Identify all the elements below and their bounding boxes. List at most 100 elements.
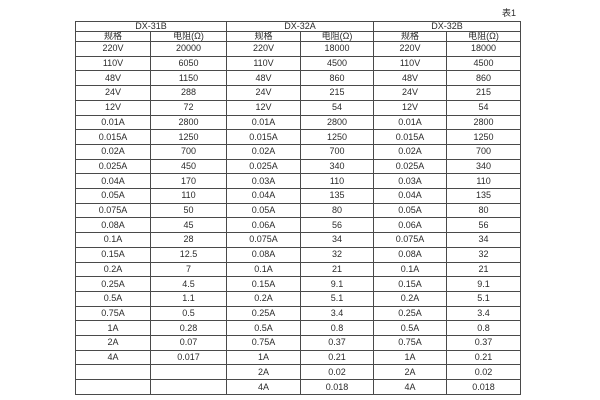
table-cell: 220V xyxy=(373,41,448,57)
column-header-row: 规格 电阻(Ω) 规格 电阻(Ω) 规格 电阻(Ω) xyxy=(75,31,522,42)
table-row: 0.5A 1.1 0.2A 5.1 0.2A 5.1 xyxy=(75,290,522,307)
table-row: 220V 20000 220V 18000 220V 18000 xyxy=(75,41,522,57)
table-cell: 0.5A xyxy=(75,290,151,307)
table-cell: 12V xyxy=(226,99,302,116)
table-cell: 215 xyxy=(446,85,522,101)
table-cell: 18000 xyxy=(446,41,522,57)
table-cell: 6050 xyxy=(149,55,228,72)
table-row: 12V 72 12V 54 12V 54 xyxy=(75,99,522,116)
table-cell: 9.1 xyxy=(300,276,375,292)
spec-column-header: 规格 xyxy=(373,31,448,42)
table-cell: 0.05A xyxy=(75,188,151,204)
table-cell: 4A xyxy=(373,379,448,395)
table-cell: 0.37 xyxy=(300,335,375,351)
table-cell: 1250 xyxy=(446,129,522,145)
resistance-table: DX-31B DX-32A DX-32B 规格 电阻(Ω) 规格 电阻(Ω) 规… xyxy=(74,21,522,395)
table-row: 0.025A 450 0.025A 340 0.025A 340 xyxy=(75,158,522,175)
table-cell: 0.15A xyxy=(226,276,302,292)
group-header-row: DX-31B DX-32A DX-32B xyxy=(74,21,522,32)
table-cell: 0.25A xyxy=(75,276,151,292)
table-cell xyxy=(149,364,228,381)
table-cell: 135 xyxy=(300,188,375,204)
table-cell: 24V xyxy=(226,85,302,101)
table-cell: 0.025A xyxy=(226,158,302,175)
table-cell: 3.4 xyxy=(300,305,375,322)
table-cell: 34 xyxy=(446,232,522,248)
table-cell: 288 xyxy=(149,85,228,101)
table-head: DX-31B DX-32A DX-32B 规格 电阻(Ω) 规格 电阻(Ω) 规… xyxy=(74,21,522,42)
table-cell: 0.015A xyxy=(75,129,151,145)
table-cell: 0.15A xyxy=(373,276,448,292)
table-cell: 48V xyxy=(226,70,302,87)
table-cell: 0.1A xyxy=(373,261,448,278)
group-header-dx31b: DX-31B xyxy=(74,21,228,32)
table-cell: 0.08A xyxy=(226,246,302,263)
table-row: 1A 0.28 0.5A 0.8 0.5A 0.8 xyxy=(75,320,522,337)
table-cell: 0.01A xyxy=(373,114,448,131)
table-cell: 340 xyxy=(446,158,522,175)
table-cell: 72 xyxy=(149,99,228,116)
table-cell: 54 xyxy=(446,99,522,116)
table-cell: 34 xyxy=(300,232,375,248)
table-cell: 2800 xyxy=(446,114,522,131)
table-cell: 21 xyxy=(446,261,522,278)
table-cell: 0.5A xyxy=(226,320,302,337)
table-cell: 340 xyxy=(300,158,375,175)
table-cell: 2A xyxy=(373,364,448,381)
table-cell: 110V xyxy=(373,55,448,72)
table-cell: 0.018 xyxy=(446,379,522,395)
table-cell: 0.04A xyxy=(226,188,302,204)
table-row: 24V 288 24V 215 24V 215 xyxy=(75,85,522,101)
table-cell: 28 xyxy=(149,232,228,248)
table-cell: 20000 xyxy=(149,41,228,57)
table-cell: 0.8 xyxy=(300,320,375,337)
table-cell: 0.03A xyxy=(226,173,302,190)
table-cell: 0.025A xyxy=(75,158,151,175)
table-cell: 110V xyxy=(75,55,151,72)
table-cell: 0.15A xyxy=(75,246,151,263)
group-header-dx32a: DX-32A xyxy=(226,21,375,32)
table-row: 0.1A 28 0.075A 34 0.075A 34 xyxy=(75,232,522,248)
table-cell: 9.1 xyxy=(446,276,522,292)
table-cell: 0.25A xyxy=(373,305,448,322)
table-cell: 0.1A xyxy=(75,232,151,248)
table-cell: 110 xyxy=(149,188,228,204)
table-cell: 0.06A xyxy=(373,217,448,234)
table-cell: 12V xyxy=(373,99,448,116)
table-cell: 0.5 xyxy=(149,305,228,322)
table-row: 0.08A 45 0.06A 56 0.06A 56 xyxy=(75,217,522,234)
table-cell: 0.05A xyxy=(226,202,302,219)
table-cell: 0.02A xyxy=(75,143,151,160)
table-cell: 700 xyxy=(300,143,375,160)
table-cell: 24V xyxy=(75,85,151,101)
table-cell: 170 xyxy=(149,173,228,190)
table-cell: 1150 xyxy=(149,70,228,87)
table-body: 220V 20000 220V 18000 220V 18000 110V 6050 110V 4… xyxy=(75,41,522,395)
table-cell: 0.025A xyxy=(373,158,448,175)
table-cell: 0.015A xyxy=(373,129,448,145)
table-cell xyxy=(75,364,151,381)
table-cell: 3.4 xyxy=(446,305,522,322)
table-cell: 1A xyxy=(75,320,151,337)
table-cell: 220V xyxy=(226,41,302,57)
table-cell: 0.28 xyxy=(149,320,228,337)
table-row: 0.25A 4.5 0.15A 9.1 0.15A 9.1 xyxy=(75,276,522,292)
table-cell: 0.03A xyxy=(373,173,448,190)
table-cell: 45 xyxy=(149,217,228,234)
table-cell: 0.2A xyxy=(226,290,302,307)
table-cell: 700 xyxy=(149,143,228,160)
table-cell: 12V xyxy=(75,99,151,116)
table-row: 4A 0.017 1A 0.21 1A 0.21 xyxy=(75,349,522,366)
table-cell: 0.015A xyxy=(226,129,302,145)
table-cell: 4A xyxy=(226,379,302,395)
table-cell: 0.08A xyxy=(373,246,448,263)
table-cell: 0.1A xyxy=(226,261,302,278)
table-cell xyxy=(149,379,228,395)
table-cell: 2A xyxy=(75,335,151,351)
table-row: 2A 0.02 2A 0.02 xyxy=(75,364,522,381)
table-cell: 54 xyxy=(300,99,375,116)
table-cell: 0.02 xyxy=(446,364,522,381)
table-cell: 18000 xyxy=(300,41,375,57)
table-cell: 24V xyxy=(373,85,448,101)
